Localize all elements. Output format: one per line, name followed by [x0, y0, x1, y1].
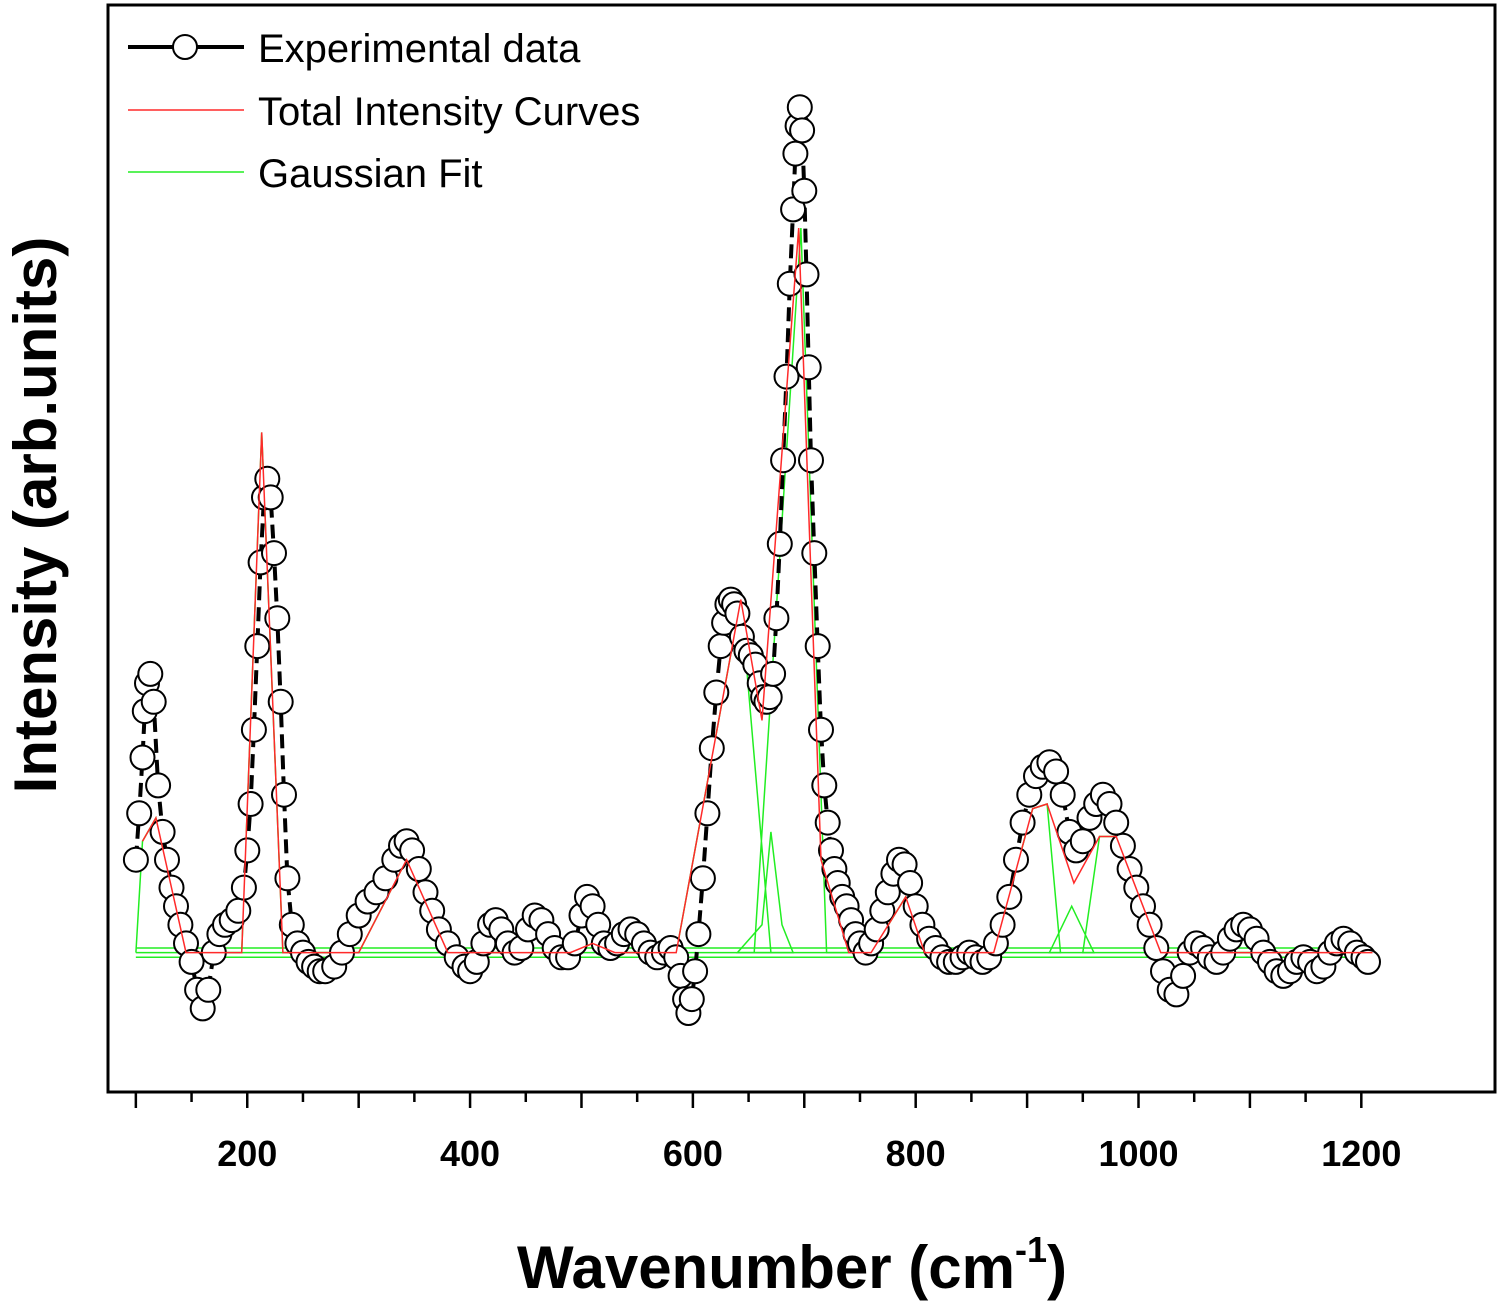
x-tick-label: 1200 — [1321, 1133, 1401, 1174]
experimental-data-point — [1069, 828, 1096, 855]
experimental-data-point — [789, 117, 816, 144]
experimental-data-point — [804, 633, 831, 660]
experimental-data-point — [267, 688, 294, 715]
experimental-data-point — [798, 447, 824, 474]
experimental-data-point — [689, 865, 716, 892]
legend-label-total: Total Intensity Curves — [258, 90, 640, 134]
gaussian-fit-layer — [135, 227, 1373, 959]
experimental-data-point — [274, 865, 301, 892]
experimental-data-point — [793, 261, 820, 288]
experimental-data-point — [240, 716, 267, 743]
x-tick-label: 1000 — [1098, 1133, 1178, 1174]
experimental-data-point — [795, 354, 822, 381]
legend: Experimental data Total Intensity Curves… — [128, 27, 640, 196]
x-axis-title-main: Wavenumber (cm — [517, 1234, 1015, 1301]
experimental-data-point — [122, 846, 149, 873]
experimental-data-point — [897, 870, 924, 896]
experimental-data-point — [234, 837, 261, 864]
experimental-data-point — [1355, 948, 1381, 975]
experimental-data-line — [133, 106, 1370, 1016]
experimental-data-point — [760, 660, 787, 687]
experimental-data-point — [786, 94, 813, 121]
y-axis-title: Intensity (arb.units) — [2, 237, 69, 794]
experimental-data-point — [561, 930, 588, 957]
x-tick-label: 200 — [217, 1133, 277, 1174]
experimental-data-point — [801, 540, 828, 567]
experimental-data-point — [261, 540, 287, 567]
experimental-data-point — [237, 791, 264, 817]
x-axis-title: Wavenumber (cm-1) — [517, 1229, 1067, 1301]
legend-label-gaussian: Gaussian Fit — [258, 152, 483, 196]
experimental-data-point — [989, 911, 1016, 938]
experimental-data-point — [145, 772, 172, 799]
experimental-data-point — [271, 781, 297, 808]
experimental-data-point — [1143, 935, 1170, 961]
experimental-data-point — [782, 140, 809, 167]
x-axis-title-superscript: -1 — [1015, 1229, 1047, 1270]
total-intensity-line — [141, 227, 1373, 954]
experimental-data-point — [678, 986, 705, 1013]
experimental-data-point — [126, 800, 153, 827]
experimental-data-point — [766, 530, 793, 557]
experimental-data-point — [154, 846, 180, 873]
experimental-data-point — [756, 684, 783, 711]
experimental-data-point — [1170, 962, 1197, 989]
experimental-data-layer — [122, 94, 1381, 1026]
experimental-data-point — [244, 633, 271, 660]
experimental-data-point — [225, 897, 252, 924]
experimental-data-point — [685, 921, 712, 948]
x-tick-label: 600 — [663, 1133, 723, 1174]
gaussian-fit-line — [135, 227, 1373, 954]
experimental-data-point — [1009, 809, 1036, 836]
experimental-data-point — [811, 772, 838, 799]
plot-frame — [106, 3, 1497, 1094]
x-axis-title-close: ) — [1047, 1234, 1067, 1301]
experimental-data-point — [682, 958, 709, 985]
experimental-data-point — [780, 196, 807, 223]
experimental-data-point — [763, 605, 790, 632]
x-tick-label: 800 — [886, 1133, 946, 1174]
total-intensity-layer — [141, 227, 1373, 954]
experimental-data-point — [140, 688, 167, 715]
legend-marker-experimental — [172, 34, 198, 60]
experimental-data-point — [257, 484, 284, 511]
experimental-data-point — [178, 948, 205, 975]
experimental-data-point — [814, 809, 841, 836]
experimental-data-point — [694, 800, 721, 827]
x-tick-label: 400 — [440, 1133, 500, 1174]
experimental-data-point — [1043, 758, 1070, 785]
experimental-data-point — [137, 660, 164, 687]
experimental-data-point — [129, 744, 156, 771]
experimental-data-point — [195, 976, 222, 1003]
experimental-data-point — [791, 177, 818, 204]
experimental-data-point — [770, 447, 797, 474]
legend-label-experimental: Experimental data — [258, 27, 581, 71]
experimental-data-point — [264, 605, 291, 632]
experimental-data-point — [149, 818, 176, 845]
experimental-data-point — [1049, 781, 1076, 808]
x-axis-ticks: 200 400 600 800 1000 1200 — [134, 1092, 1401, 1174]
experimental-data-point — [808, 716, 834, 743]
experimental-data-point — [1103, 809, 1130, 836]
